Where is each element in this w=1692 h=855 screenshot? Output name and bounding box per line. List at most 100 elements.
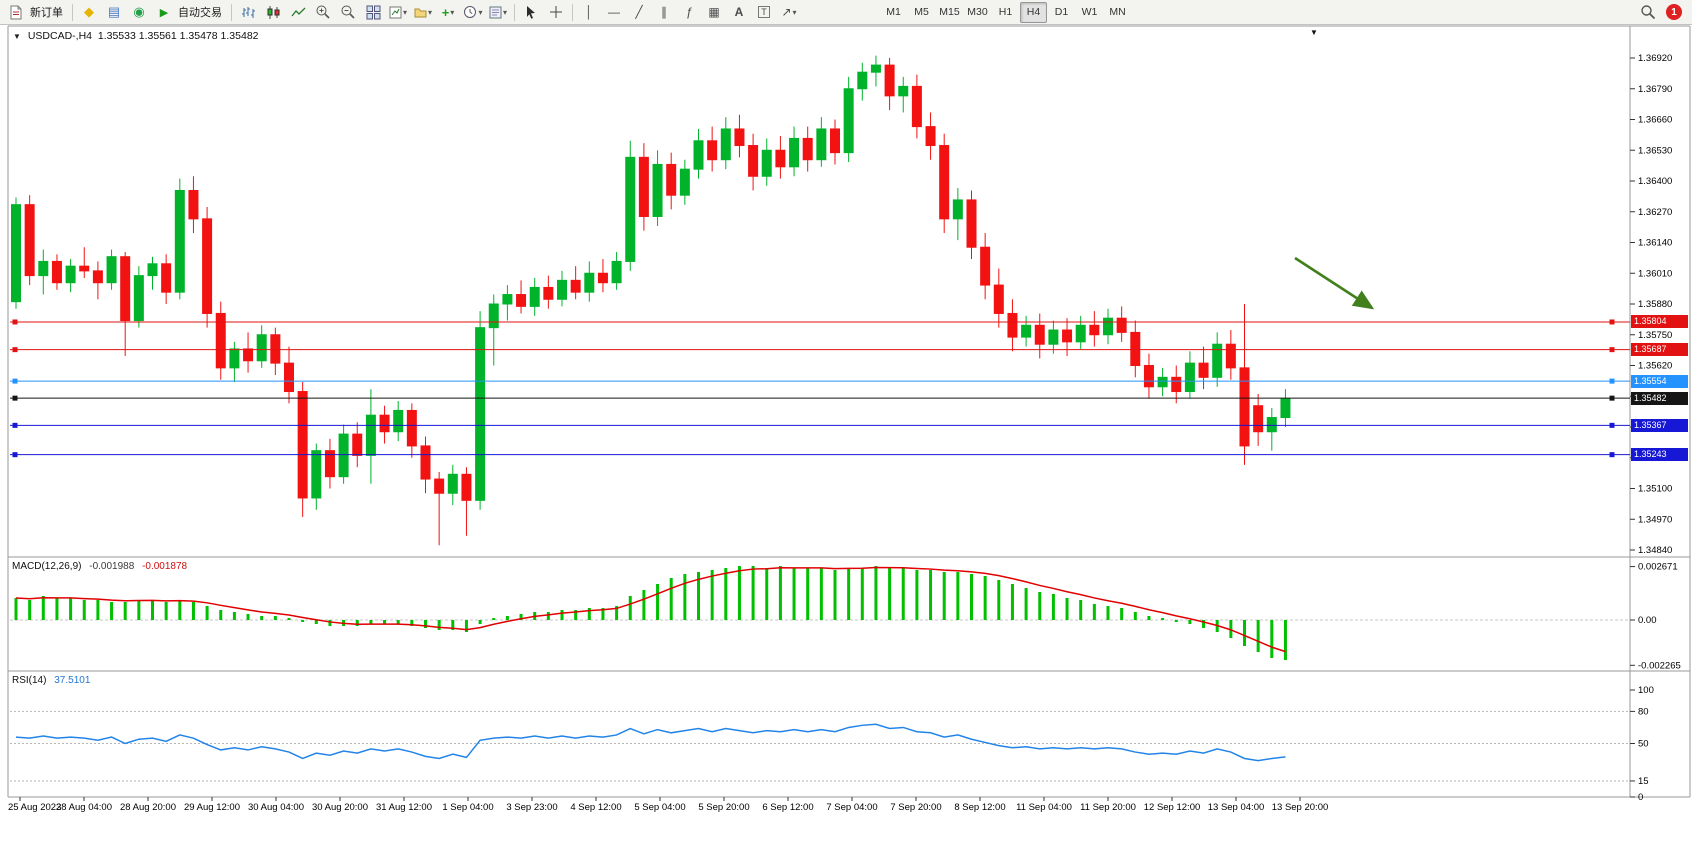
svg-text:28 Aug 20:00: 28 Aug 20:00 [120, 802, 176, 813]
horizontal-line-1.35482[interactable] [10, 395, 1630, 401]
crosshair-icon [550, 6, 562, 18]
rsi-name: RSI(14) [12, 675, 47, 686]
shapes-tool[interactable]: ▦ [708, 5, 720, 19]
add-indicator-icon: + [441, 4, 450, 20]
trendline-tool[interactable]: ╱ [635, 5, 643, 19]
profiles-button[interactable]: ▾ [411, 1, 435, 24]
rsi-panel[interactable]: 100 80 50 15 0 [10, 685, 1654, 803]
horizontal-line-1.35687[interactable] [10, 347, 1630, 353]
svg-text:0: 0 [1638, 792, 1643, 803]
svg-text:1.36660: 1.36660 [1638, 115, 1672, 126]
ohlc-close: 1.35482 [220, 30, 259, 42]
timeframe-button-mn[interactable]: MN [1109, 6, 1126, 18]
templates-button[interactable]: ▾ [486, 1, 510, 24]
timeframe-button-m1[interactable]: M1 [886, 6, 901, 18]
new-chart-button[interactable]: ▾ [386, 1, 410, 24]
svg-text:7 Sep 20:00: 7 Sep 20:00 [890, 802, 941, 813]
symbol-dropdown-icon[interactable]: ▼ [13, 32, 21, 41]
svg-text:100: 100 [1638, 685, 1654, 696]
horizontal-line-1.35804[interactable] [10, 319, 1630, 325]
price-tag-1.35367[interactable]: 1.35367 [1631, 418, 1688, 432]
cursor-tool-button[interactable] [519, 1, 543, 24]
zoom-in-icon [316, 5, 330, 19]
svg-text:1.35100: 1.35100 [1638, 484, 1672, 495]
symbol-info: ▼ USDCAD-,H4 1.35533 1.35561 1.35478 1.3… [13, 30, 259, 42]
timeframe-button-h1[interactable]: H1 [998, 6, 1013, 18]
price-tag-1.35554[interactable]: 1.35554 [1631, 374, 1688, 388]
market-watch-button[interactable]: ◆ [77, 1, 101, 24]
svg-text:1.35620: 1.35620 [1638, 361, 1672, 372]
svg-text:0.00: 0.00 [1638, 615, 1657, 626]
rsi-line [15, 723, 1286, 762]
navigator-button[interactable]: ◉ [127, 1, 151, 24]
horizontal-line-tool[interactable]: — [608, 5, 620, 19]
indicators-button[interactable]: + ▾ [436, 1, 460, 24]
zoom-in-button[interactable] [311, 1, 335, 24]
bar-chart-type-button[interactable] [236, 1, 260, 24]
candlestick-type-button[interactable] [261, 1, 285, 24]
candlestick-series[interactable] [11, 55, 1291, 546]
autotrade-label[interactable]: 自动交易 [178, 7, 222, 19]
toolbar-separator [572, 3, 573, 21]
svg-text:31 Aug 12:00: 31 Aug 12:00 [376, 802, 432, 813]
tile-windows-button[interactable] [361, 1, 385, 24]
new-order-label[interactable]: 新订单 [30, 7, 63, 19]
svg-text:1.36010: 1.36010 [1638, 268, 1672, 279]
search-button[interactable] [1636, 1, 1660, 24]
zoom-out-icon [341, 5, 355, 19]
arrows-tool[interactable]: ↗ ▾ [781, 5, 797, 19]
fibonacci-tool[interactable]: ƒ [685, 5, 693, 19]
chevron-down-icon: ▾ [478, 7, 483, 17]
svg-text:12 Sep 12:00: 12 Sep 12:00 [1144, 802, 1201, 813]
ohlc-high: 1.35561 [138, 30, 177, 42]
zoom-out-button[interactable] [336, 1, 360, 24]
svg-text:13 Sep 04:00: 13 Sep 04:00 [1208, 802, 1265, 813]
timeframe-button-d1[interactable]: D1 [1054, 6, 1069, 18]
svg-text:8 Sep 12:00: 8 Sep 12:00 [954, 802, 1005, 813]
macd-panel[interactable]: 0.002671 0.00 -0.002265 [10, 562, 1681, 672]
price-axis[interactable]: 1.36920 1.36790 1.36660 1.36530 1.36400 1.362… [1630, 53, 1672, 556]
chart-dropdown-arrow[interactable]: ▼ [1310, 28, 1318, 37]
autotrade-button[interactable]: ▶ [152, 1, 176, 24]
toolbar-separator [72, 3, 73, 21]
bar-chart-icon [241, 6, 255, 18]
current-price-tag-1.35482[interactable]: 1.35482 [1631, 391, 1688, 405]
price-tag-1.35243[interactable]: 1.35243 [1631, 448, 1688, 462]
horizontal-line-1.35554[interactable] [10, 378, 1630, 384]
svg-text:1.36530: 1.36530 [1638, 145, 1672, 156]
macd-signal-value: -0.001878 [142, 561, 188, 572]
price-tag-1.35687[interactable]: 1.35687 [1631, 343, 1688, 357]
horizontal-line-1.35367[interactable] [10, 422, 1630, 428]
svg-text:1.34970: 1.34970 [1638, 514, 1672, 525]
clock-icon [464, 6, 477, 18]
price-tag-1.35804[interactable]: 1.35804 [1631, 315, 1688, 329]
svg-text:28 Aug 04:00: 28 Aug 04:00 [56, 802, 112, 813]
vertical-line-tool[interactable]: │ [585, 5, 593, 19]
toolbar-separator [231, 3, 232, 21]
timeframe-button-h4[interactable]: H4 [1020, 1, 1047, 23]
data-window-button[interactable]: ▤ [102, 1, 126, 24]
label-tool[interactable]: T [752, 1, 776, 24]
crosshair-tool-button[interactable] [544, 1, 568, 24]
svg-text:6 Sep 12:00: 6 Sep 12:00 [762, 802, 813, 813]
horizontal-line-1.35243[interactable] [10, 452, 1630, 458]
timeframe-button-w1[interactable]: W1 [1081, 6, 1098, 18]
svg-text:30 Aug 04:00: 30 Aug 04:00 [248, 802, 304, 813]
market-watch-icon: ◆ [84, 4, 94, 19]
timeframe-button-m5[interactable]: M5 [914, 6, 929, 18]
svg-text:15: 15 [1638, 776, 1649, 787]
svg-text:5 Sep 20:00: 5 Sep 20:00 [698, 802, 749, 813]
notification-badge[interactable]: 1 [1666, 4, 1682, 20]
new-order-button[interactable] [4, 1, 28, 24]
timeframe-button-m30[interactable]: M30 [967, 6, 988, 18]
text-tool[interactable]: A [734, 5, 744, 19]
periods-button[interactable]: ▾ [461, 1, 485, 24]
svg-text:-0.002265: -0.002265 [1638, 660, 1681, 671]
tile-windows-icon [366, 5, 380, 19]
channel-tool[interactable]: ∥ [661, 5, 667, 19]
trend-arrow-annotation[interactable] [1294, 256, 1375, 310]
timeframe-button-m15[interactable]: M15 [939, 6, 960, 18]
line-chart-type-button[interactable] [286, 1, 310, 24]
